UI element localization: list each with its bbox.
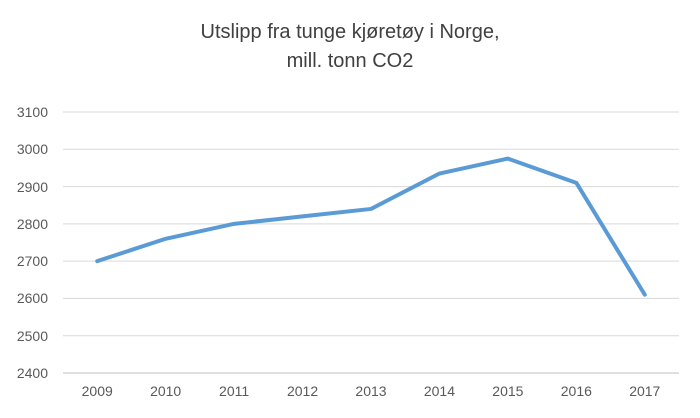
y-tick-label: 3100	[16, 104, 48, 120]
gridlines	[63, 111, 679, 374]
y-tick-label: 2700	[16, 253, 48, 270]
chart-title-line1: Utslipp fra tunge kjøretøy i Norge,	[200, 21, 500, 43]
chart-title-line2: mill. tonn CO2	[286, 50, 414, 72]
x-tick-label: 2013	[355, 383, 387, 399]
y-tick-label: 2600	[16, 290, 48, 307]
x-tick-label: 2012	[286, 383, 319, 399]
x-tick-label: 2010	[150, 383, 182, 399]
y-tick-label: 3000	[16, 141, 48, 158]
x-tick-label: 2015	[492, 383, 524, 399]
y-tick-label: 2400	[16, 365, 48, 381]
x-tick-label: 2009	[81, 383, 113, 399]
y-tick-label: 2900	[16, 178, 48, 195]
y-tick-label: 2500	[16, 327, 48, 344]
x-tick-label: 2011	[219, 383, 250, 399]
chart-title: Utslipp fra tunge kjøretøy i Norge, mill…	[0, 18, 700, 76]
x-tick-label: 2014	[423, 383, 456, 399]
y-tick-label: 2800	[16, 215, 48, 232]
series-line	[95, 156, 647, 297]
x-tick-label: 2016	[560, 383, 592, 399]
x-tick-label: 2017	[629, 383, 661, 399]
